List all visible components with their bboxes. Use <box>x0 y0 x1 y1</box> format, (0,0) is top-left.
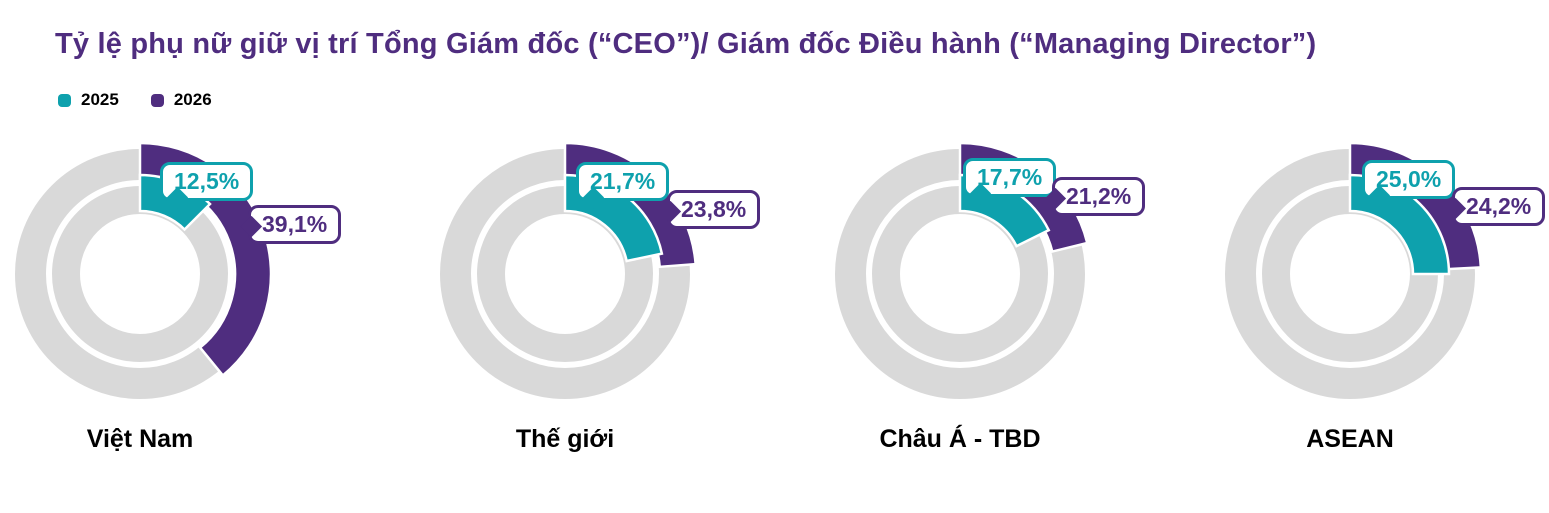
chart-category-label: Thế giới <box>515 425 615 453</box>
callout-2026: 21,2% <box>1052 177 1146 216</box>
donut-chart-2: 21,7% 23,8% Thế giới <box>429 138 774 483</box>
chart-category-label: Việt Nam <box>86 425 194 453</box>
donut-chart-3: 17,7% 21,2% Châu Á - TBD <box>824 138 1169 483</box>
legend-label-2025: 2025 <box>81 90 119 109</box>
donut-chart-1: 12,5% 39,1% Việt Nam <box>4 138 349 483</box>
chart-category-label: ASEAN <box>1306 425 1394 453</box>
legend-swatch-2026-icon <box>150 93 164 107</box>
chart-title: Tỷ lệ phụ nữ giữ vị trí Tổng Giám đốc (“… <box>55 28 1317 60</box>
callout-2026: 39,1% <box>248 205 342 244</box>
legend-label-2026: 2026 <box>173 90 212 109</box>
callout-2025: 12,5% <box>160 162 254 201</box>
legend-swatch-2025-icon <box>58 93 71 107</box>
legend-item-2025: 2025 <box>58 90 119 110</box>
callout-2025: 21,7% <box>576 162 670 201</box>
callout-2026: 24,2% <box>1452 187 1546 226</box>
callout-2026: 23,8% <box>667 190 761 229</box>
callout-2025: 25,0% <box>1362 160 1456 199</box>
chart-category-label: Châu Á - TBD <box>879 425 1041 453</box>
legend: 2025 2026 <box>58 90 212 110</box>
legend-item-2026: 2026 <box>150 90 212 110</box>
callout-2025: 17,7% <box>963 158 1057 197</box>
donut-chart-4: 25,0% 24,2% ASEAN <box>1214 138 1549 483</box>
